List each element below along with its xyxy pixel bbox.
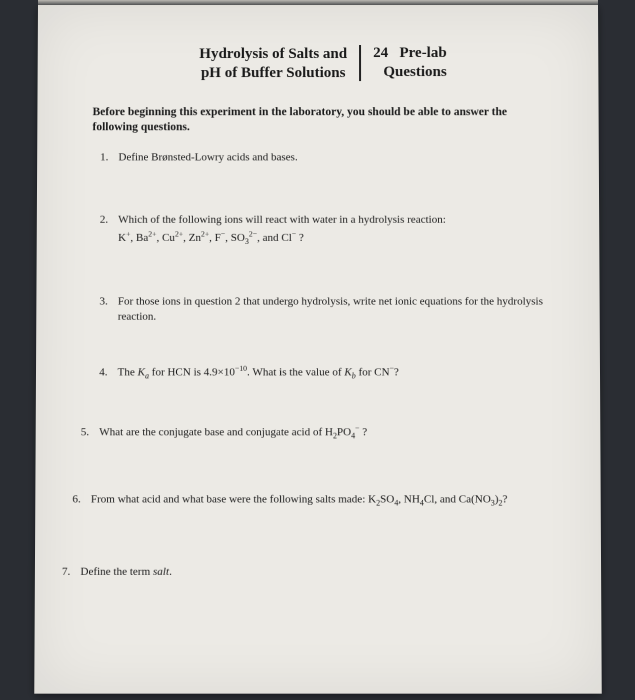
q5-text: What are the conjugate base and conjugat…	[99, 425, 555, 440]
prelab-label-2: Questions	[383, 64, 446, 80]
header-label-block: 24 Pre-lab Questions	[373, 45, 447, 82]
worksheet-page: Hydrolysis of Salts and pH of Buffer Sol…	[34, 5, 601, 694]
q7-number: 7.	[54, 565, 70, 580]
experiment-number: 24	[373, 45, 388, 61]
q2-text: Which of the following ions will react w…	[118, 213, 554, 228]
q6-text: From what acid and what base were the fo…	[90, 493, 554, 508]
q5-number: 5.	[72, 425, 88, 440]
header-divider	[359, 45, 361, 81]
intro-text: Before beginning this experiment in the …	[92, 105, 553, 136]
question-5: 5. What are the conjugate base and conju…	[72, 425, 554, 440]
q3-number: 3.	[91, 295, 107, 325]
question-7: 7. Define the term salt.	[54, 565, 556, 580]
header-title-block: Hydrolysis of Salts and pH of Buffer Sol…	[199, 45, 347, 83]
q2-ions: K+, Ba2+, Cu2+, Zn2+, F−, SO32−, and Cl−…	[118, 231, 554, 246]
question-1: 1. Define Brønsted-Lowry acids and bases…	[92, 150, 553, 165]
title-line-2: pH of Buffer Solutions	[199, 64, 347, 83]
question-2: 2. Which of the following ions will reac…	[91, 213, 553, 246]
page-header: Hydrolysis of Salts and pH of Buffer Sol…	[92, 45, 553, 83]
q6-number: 6.	[64, 493, 80, 508]
title-line-1: Hydrolysis of Salts and	[199, 45, 347, 64]
question-4: 4. The Ka for HCN is 4.9×10−10. What is …	[91, 365, 554, 380]
q7-suffix: .	[169, 566, 172, 578]
q3-text: For those ions in question 2 that underg…	[117, 295, 554, 325]
q7-prefix: Define the term	[80, 566, 153, 578]
q4-number: 4.	[91, 365, 107, 380]
q7-term: salt	[152, 566, 168, 578]
q1-number: 1.	[92, 150, 108, 165]
question-3: 3. For those ions in question 2 that und…	[91, 295, 554, 325]
question-6: 6. From what acid and what base were the…	[64, 493, 555, 508]
q2-number: 2.	[92, 213, 108, 228]
q7-text: Define the term salt.	[80, 565, 555, 580]
q1-text: Define Brønsted-Lowry acids and bases.	[118, 150, 553, 165]
q4-text: The Ka for HCN is 4.9×10−10. What is the…	[117, 365, 554, 380]
prelab-label-1: Pre-lab	[399, 45, 446, 61]
